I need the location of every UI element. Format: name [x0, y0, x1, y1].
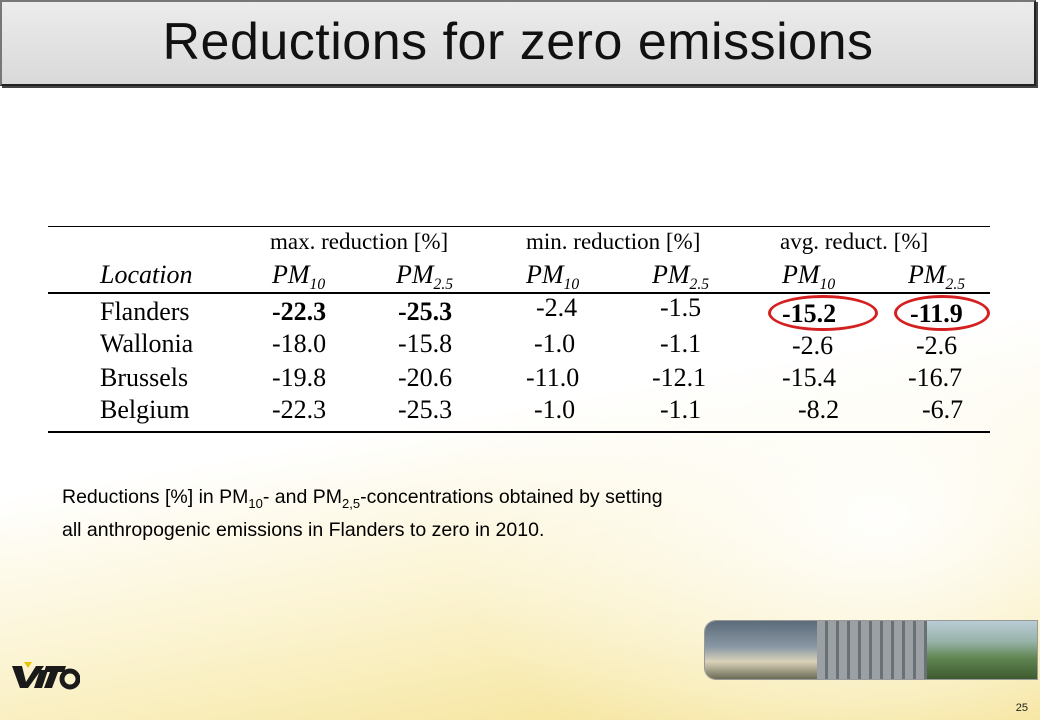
table-cell: -1.0 [534, 329, 576, 358]
col-header-avg-pm10: PM10 [782, 260, 836, 294]
header-rule [48, 292, 990, 294]
table-cell: -18.0 [272, 329, 327, 358]
table-cell: -22.3 [272, 297, 327, 326]
col-header-max-pm10: PM10 [272, 260, 326, 294]
table-cell: -2.6 [792, 331, 834, 360]
highlight-circle [894, 295, 990, 331]
location-header: Location [100, 260, 193, 289]
row-location: Flanders [100, 297, 190, 326]
group-header-min: min. reduction [%] [526, 229, 701, 254]
col-header-avg-pm25: PM2.5 [908, 260, 966, 294]
table-caption: Reductions [%] in PM10- and PM2,5-concen… [62, 486, 663, 541]
vito-logo [10, 660, 81, 690]
table-cell: -1.1 [660, 329, 702, 358]
row-location: Wallonia [100, 329, 194, 358]
reduction-table: max. reduction [%] min. reduction [%] av… [48, 226, 990, 433]
group-header-max: max. reduction [%] [270, 229, 449, 254]
table-cell: -15.4 [782, 363, 837, 392]
vito-logo-icon [12, 662, 81, 690]
table-cell: -25.3 [398, 297, 453, 326]
group-header-avg: avg. reduct. [%] [780, 229, 929, 254]
table-cell: -15.8 [398, 329, 453, 358]
page-number: 25 [1015, 702, 1028, 714]
table-cell: -2.4 [536, 293, 578, 322]
highlight-circle [768, 295, 878, 331]
table-cell: -2.6 [916, 331, 958, 360]
row-location: Brussels [100, 363, 189, 392]
col-header-min-pm25: PM2.5 [652, 260, 710, 294]
table-cell: -11.9 [910, 299, 963, 328]
building-photo [817, 621, 927, 679]
table-cell: -25.3 [398, 395, 453, 424]
table-cell: -8.2 [798, 395, 840, 424]
table-cell: -1.5 [660, 293, 702, 322]
title-bar: Reductions for zero emissions [0, 0, 1036, 86]
table-cell: -19.8 [272, 363, 327, 392]
table-cell: -20.6 [398, 363, 453, 392]
photo-strip [704, 620, 1038, 680]
landscape-photo [927, 621, 1037, 679]
table-cell: -1.0 [534, 395, 576, 424]
col-header-min-pm10: PM10 [526, 260, 580, 294]
table-cell: -22.3 [272, 395, 327, 424]
table-cell: -1.1 [660, 395, 702, 424]
table-cell: -6.7 [922, 395, 964, 424]
table-cell: -16.7 [908, 363, 963, 392]
col-header-max-pm25: PM2.5 [396, 260, 454, 294]
industry-photo [705, 621, 817, 679]
table-cell: -12.1 [652, 363, 707, 392]
table-cell: -15.2 [782, 299, 837, 328]
row-location: Belgium [100, 395, 190, 424]
table-cell: -11.0 [526, 363, 580, 392]
slide-title: Reductions for zero emissions [162, 13, 874, 71]
